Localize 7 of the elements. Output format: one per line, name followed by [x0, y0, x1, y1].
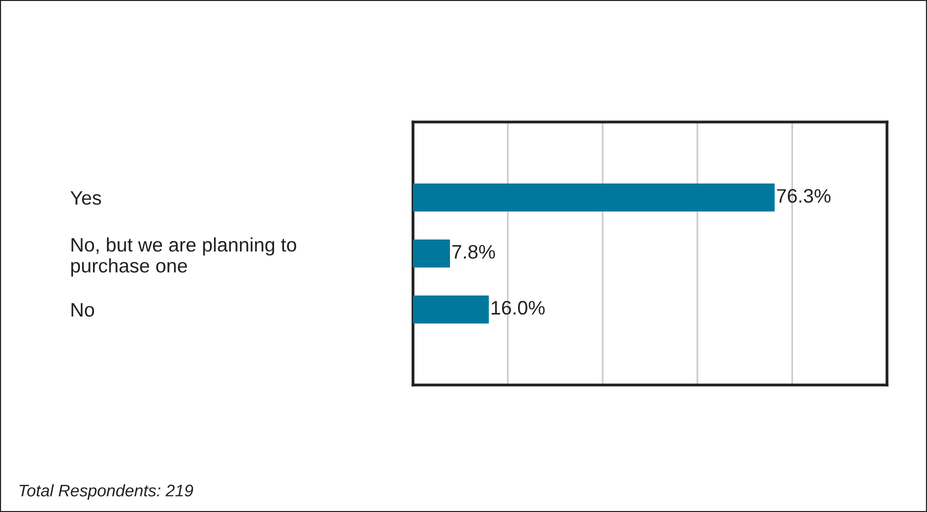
y-tick-label: Yes: [70, 191, 102, 205]
data-label: 76.3%: [777, 188, 830, 203]
data-label: 16.0%: [492, 300, 545, 315]
y-tick-label: No, but we are planning to purchase one: [71, 237, 296, 276]
text: Total Respondents: 219: [19, 484, 194, 500]
data-label: 7.8%: [452, 244, 495, 259]
y-tick-label: No: [72, 303, 94, 317]
